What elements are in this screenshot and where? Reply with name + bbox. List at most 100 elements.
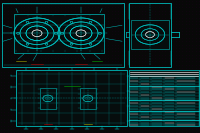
Point (144, 101, 147, 103)
Point (127, 108, 130, 110)
Bar (40, 88, 56, 109)
Point (137, 0, 140, 2)
Point (157, 33, 160, 36)
Point (144, 67, 147, 69)
Point (100, 0, 103, 2)
Point (40, 33, 43, 36)
Point (56, 87, 60, 90)
Point (167, 30, 170, 32)
Point (174, 3, 177, 5)
Point (77, 77, 80, 79)
Point (154, 64, 157, 66)
Point (197, 128, 200, 130)
Point (120, 60, 123, 63)
Point (30, 114, 33, 117)
Point (26, 67, 29, 69)
Point (80, 20, 83, 22)
Point (103, 40, 107, 42)
Point (80, 40, 83, 42)
Point (87, 20, 90, 22)
Point (164, 94, 167, 96)
Point (154, 30, 157, 32)
Point (20, 124, 23, 127)
Point (194, 27, 197, 29)
Point (93, 81, 97, 83)
Point (6, 60, 9, 63)
Point (134, 94, 137, 96)
Point (77, 91, 80, 93)
Point (181, 111, 184, 113)
Point (171, 94, 174, 96)
Point (197, 91, 200, 93)
Point (97, 13, 100, 15)
Point (114, 87, 117, 90)
Point (36, 50, 40, 52)
Point (154, 6, 157, 9)
Point (9, 114, 13, 117)
Point (144, 128, 147, 130)
Point (30, 118, 33, 120)
Point (56, 97, 60, 100)
Point (83, 3, 86, 5)
Point (107, 54, 110, 56)
Point (70, 3, 73, 5)
Point (63, 114, 66, 117)
Point (40, 10, 43, 12)
Point (40, 84, 43, 86)
Point (50, 97, 53, 100)
Point (30, 27, 33, 29)
Point (137, 114, 140, 117)
Point (40, 74, 43, 76)
Point (0, 6, 3, 9)
Point (87, 118, 90, 120)
Point (36, 77, 40, 79)
Point (154, 111, 157, 113)
Point (33, 108, 36, 110)
Point (117, 47, 120, 49)
Point (90, 37, 93, 39)
Point (157, 64, 160, 66)
Point (177, 16, 180, 19)
Point (63, 67, 66, 69)
Point (114, 47, 117, 49)
Point (194, 84, 197, 86)
Point (30, 87, 33, 90)
Point (16, 77, 19, 79)
Point (157, 118, 160, 120)
Point (26, 47, 29, 49)
Point (50, 87, 53, 90)
Point (70, 67, 73, 69)
Point (50, 131, 53, 133)
Point (100, 114, 103, 117)
Point (167, 101, 170, 103)
Point (150, 20, 154, 22)
Point (67, 124, 70, 127)
Point (53, 121, 56, 123)
Point (67, 74, 70, 76)
Point (127, 50, 130, 52)
Point (3, 118, 6, 120)
Point (63, 50, 66, 52)
Point (80, 16, 83, 19)
Point (100, 64, 103, 66)
Point (23, 111, 26, 113)
Point (140, 94, 144, 96)
Point (20, 114, 23, 117)
Point (90, 33, 93, 36)
Point (36, 87, 40, 90)
Point (134, 91, 137, 93)
Point (167, 3, 170, 5)
Point (46, 97, 50, 100)
Point (150, 10, 154, 12)
Point (26, 131, 29, 133)
Point (127, 6, 130, 9)
Point (144, 60, 147, 63)
Point (87, 111, 90, 113)
Point (174, 94, 177, 96)
Point (30, 20, 33, 22)
Point (43, 60, 46, 63)
Point (184, 10, 187, 12)
Point (134, 23, 137, 25)
Point (160, 57, 164, 59)
Point (93, 16, 97, 19)
